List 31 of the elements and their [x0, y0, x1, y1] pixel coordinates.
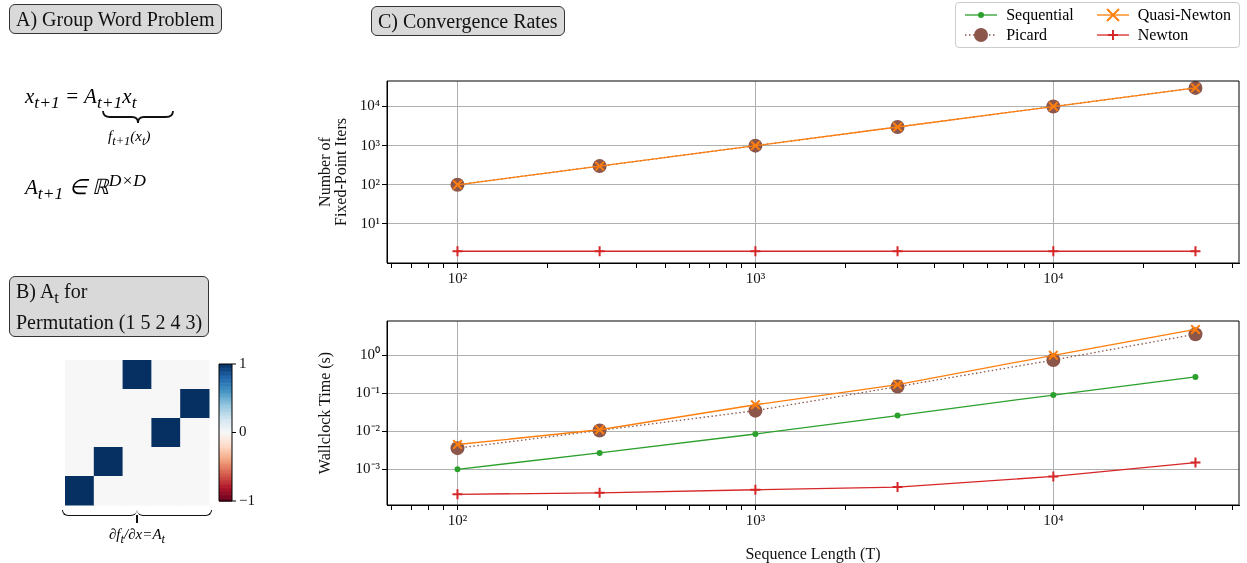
- y-tick-label: 10⁻²: [355, 422, 381, 439]
- x-axis-title: ∂f$_{t}$/∂x=A$_{t}$: [107, 526, 167, 547]
- x-tick-label: 10²: [447, 269, 468, 286]
- y-axis-title: Wallclock Time (s): [316, 351, 335, 475]
- y-tick-label: 10¹: [360, 214, 380, 231]
- text: x$_{t+1}$ = A$_{t+1}$x$_{t}$: [25, 84, 137, 114]
- color-bar-label: −1: [239, 491, 255, 508]
- x-tick-label: 10³: [745, 511, 766, 528]
- y-tick-label: 10⁴: [359, 97, 380, 114]
- y-axis-title: Number of Fixed-Point Iters: [316, 118, 350, 226]
- text: A) Group Word Problem: [9, 4, 222, 34]
- chart-title: C) Convergence Rates: [371, 6, 565, 36]
- x-tick-label: 10²: [447, 511, 468, 528]
- x-tick-label: 10³: [745, 269, 766, 286]
- legend-label: Quasi-Newton: [1137, 6, 1231, 24]
- y-tick-label: 10³: [360, 136, 381, 153]
- y-tick-label: 10⁰: [360, 346, 380, 363]
- x-tick-label: 10⁴: [1043, 269, 1064, 286]
- legend-label: Picard: [1006, 26, 1048, 44]
- x-tick-label: 10⁴: [1043, 511, 1064, 528]
- y-tick-label: 10⁻³: [355, 460, 381, 477]
- y-tick-label: 10²: [360, 175, 381, 192]
- color-bar-label: 0: [239, 423, 247, 440]
- text: f$_{t+1}$(x$_{t}$): [108, 128, 151, 149]
- text: A$_{t+1}$ ∈ ℝ$^{D×D}$: [25, 170, 146, 205]
- legend-label: Sequential: [1006, 6, 1074, 24]
- y-tick-label: 10⁻¹: [355, 384, 380, 401]
- x-axis-title: Sequence Length (T): [745, 545, 881, 563]
- chart-title: B) A$_{t}$ for Permutation (1 5 2 4 3): [9, 276, 210, 337]
- legend-label: Newton: [1137, 26, 1189, 44]
- color-bar-label: 1: [239, 354, 247, 371]
